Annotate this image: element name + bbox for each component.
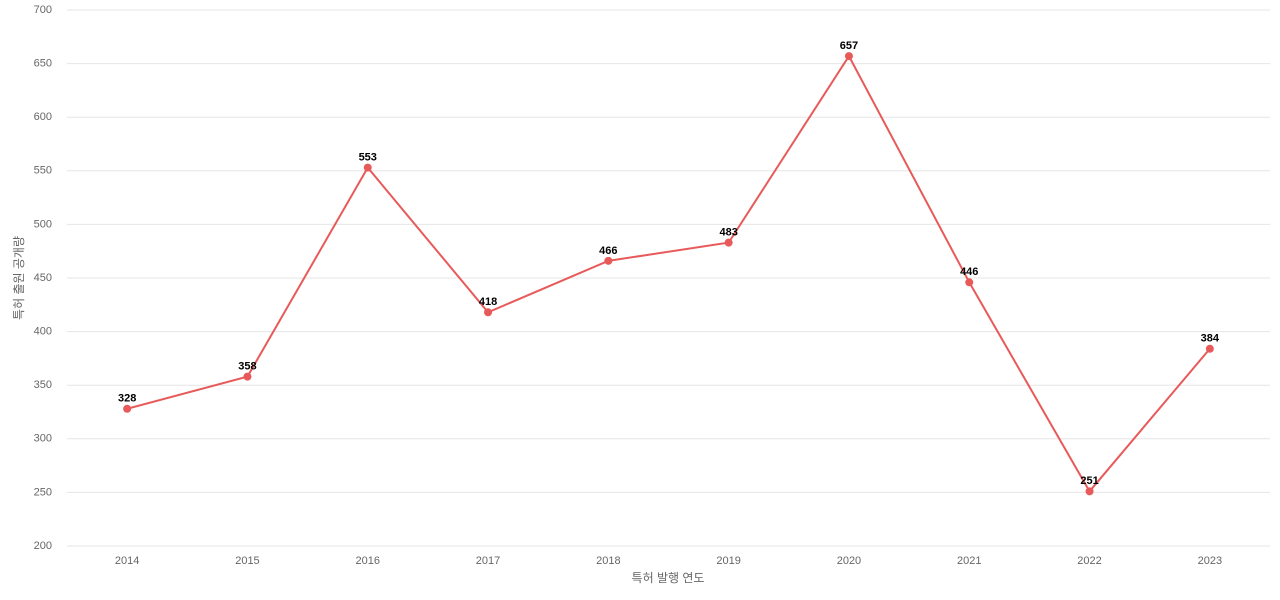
y-tick-label: 650 (34, 58, 52, 70)
y-tick-label: 400 (34, 326, 52, 338)
value-label: 418 (479, 296, 497, 308)
value-label: 384 (1201, 333, 1220, 345)
x-tick-label: 2017 (476, 555, 500, 567)
y-tick-label: 550 (34, 165, 52, 177)
x-tick-label: 2023 (1198, 555, 1222, 567)
x-tick-label: 2022 (1077, 555, 1101, 567)
x-tick-label: 2018 (596, 555, 620, 567)
x-axis-title: 특허 발행 연도 (632, 570, 705, 585)
line (126, 54, 1211, 494)
x-tick-label: 2016 (356, 555, 380, 567)
y-axis-title: 특허 출원 공개량 (12, 236, 26, 320)
point (123, 404, 132, 413)
x-tick-label: 2015 (235, 555, 259, 567)
point (243, 372, 252, 381)
value-label: 483 (719, 227, 737, 239)
point (1085, 487, 1094, 496)
y-tick-label: 200 (34, 540, 52, 552)
value-label: 446 (960, 266, 978, 278)
point (604, 256, 613, 265)
y-tick-label: 250 (34, 486, 52, 498)
value-label: 657 (840, 40, 858, 52)
y-tick-label: 300 (34, 433, 52, 445)
point (724, 238, 733, 247)
value-label: 251 (1080, 475, 1098, 487)
value-label: 466 (599, 245, 617, 257)
point (363, 163, 372, 172)
x-tick-label: 2019 (716, 555, 740, 567)
x-tick-label: 2021 (957, 555, 981, 567)
y-tick-label: 450 (34, 272, 52, 284)
y-tick-label: 350 (34, 379, 52, 391)
value-label: 328 (118, 393, 136, 405)
value-label: 358 (238, 361, 256, 373)
x-tick-label: 2020 (837, 555, 861, 567)
y-tick-label: 500 (34, 218, 52, 230)
point (1205, 344, 1214, 353)
x-tick-label: 2014 (115, 555, 139, 567)
point (965, 278, 974, 287)
y-tick-label: 700 (34, 4, 52, 16)
value-label: 553 (359, 151, 377, 163)
y-tick-label: 600 (34, 111, 52, 123)
point (844, 52, 853, 61)
point (484, 308, 493, 317)
